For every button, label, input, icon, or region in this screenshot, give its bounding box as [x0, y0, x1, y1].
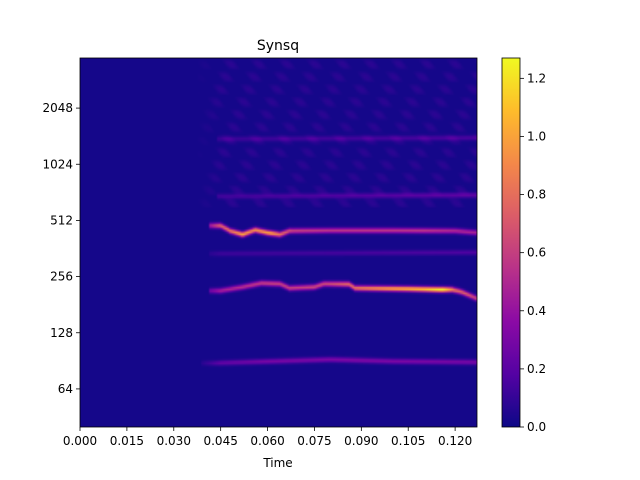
y-tick-label: 128	[50, 326, 73, 340]
colorbar-tick-label: 1.0	[527, 129, 546, 143]
x-axis-label: Time	[262, 456, 292, 470]
x-tick-label: 0.015	[110, 434, 144, 448]
chart-title: Synsq	[257, 38, 299, 54]
y-tick-label: 256	[50, 270, 73, 284]
plot-area	[79, 57, 478, 428]
x-tick-label: 0.120	[438, 434, 472, 448]
colorbar-tick-label: 1.2	[527, 71, 546, 85]
y-tick-label: 512	[50, 213, 73, 227]
x-tick-label: 0.000	[63, 434, 97, 448]
heatmap-image	[80, 58, 477, 427]
colorbar-axis: 0.0 0.2 0.4 0.6 0.8 1.0 1.2	[520, 71, 546, 434]
colorbar: 0.0 0.2 0.4 0.6 0.8 1.0 1.2	[501, 57, 546, 434]
x-tick-label: 0.090	[344, 434, 378, 448]
y-tick-label: 64	[58, 382, 73, 396]
y-tick-label: 2048	[42, 101, 73, 115]
x-tick-label: 0.060	[250, 434, 284, 448]
x-tick-label: 0.105	[391, 434, 425, 448]
x-tick-label: 0.075	[297, 434, 331, 448]
colorbar-tick-label: 0.6	[527, 246, 546, 260]
colorbar-frame	[501, 57, 521, 428]
x-tick-label: 0.045	[203, 434, 237, 448]
colorbar-tick-label: 0.0	[527, 420, 546, 434]
y-tick-label: 1024	[42, 157, 73, 171]
colorbar-tick-label: 0.2	[527, 362, 546, 376]
x-tick-label: 0.030	[157, 434, 191, 448]
x-axis: 0.000 0.015 0.030 0.045 0.060 0.075 0.090 0.105…	[63, 427, 472, 448]
colorbar-gradient	[502, 58, 520, 427]
y-axis: 64 128 256 512 1024 2048	[42, 101, 80, 396]
colorbar-tick-label: 0.8	[527, 188, 546, 202]
plot-frame	[79, 57, 478, 428]
colorbar-tick-label: 0.4	[527, 304, 546, 318]
